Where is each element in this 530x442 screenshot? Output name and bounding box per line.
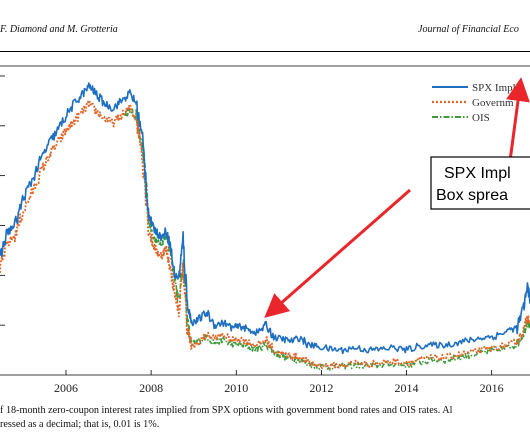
callout-line-1: SPX Impl: [444, 165, 511, 182]
x-tick-label-2016: 2016: [480, 381, 504, 395]
x-tick-label-2006: 2006: [54, 381, 78, 395]
legend-label-ois: OIS: [472, 112, 490, 124]
running-header-authors: F. Diamond and M. Grotteria: [0, 24, 118, 35]
callout-frame: [430, 156, 530, 210]
header-rule: [0, 51, 530, 52]
legend-label-gov: Governm: [472, 97, 514, 109]
figure-caption: f 18-month zero-coupon interest rates im…: [0, 404, 530, 432]
legend-label-spx: SPX Implie: [472, 82, 524, 94]
x-ticks: 2006 2008 2010 2012 2014 2016: [54, 370, 504, 395]
caption-line-1: f 18-month zero-coupon interest rates im…: [0, 405, 453, 416]
y-ticks: [0, 75, 5, 326]
x-tick-label-2010: 2010: [224, 381, 248, 395]
series-line-ois: [124, 107, 530, 372]
series-line-spx: [0, 82, 530, 355]
running-header-journal: Journal of Financial Eco: [418, 24, 519, 35]
callout-box: SPX Impl Box sprea: [430, 156, 530, 210]
callout-line-2: Box sprea: [436, 187, 508, 204]
series-lines: [0, 82, 530, 372]
x-tick-label-2008: 2008: [139, 381, 163, 395]
x-tick-label-2014: 2014: [395, 381, 419, 395]
plot-frame: [0, 65, 530, 376]
x-tick-label-2012: 2012: [309, 381, 333, 395]
series-line-gov: [0, 100, 530, 370]
caption-line-2: ressed as a decimal; that is, 0.01 is 1%…: [0, 419, 160, 430]
legend: SPX Implie Governm OIS: [432, 82, 524, 124]
rates-chart: 2006 2008 2010 2012 2014 2016 SPX Implie Gove…: [0, 65, 530, 395]
arrow-to-spx-line: [264, 188, 411, 318]
